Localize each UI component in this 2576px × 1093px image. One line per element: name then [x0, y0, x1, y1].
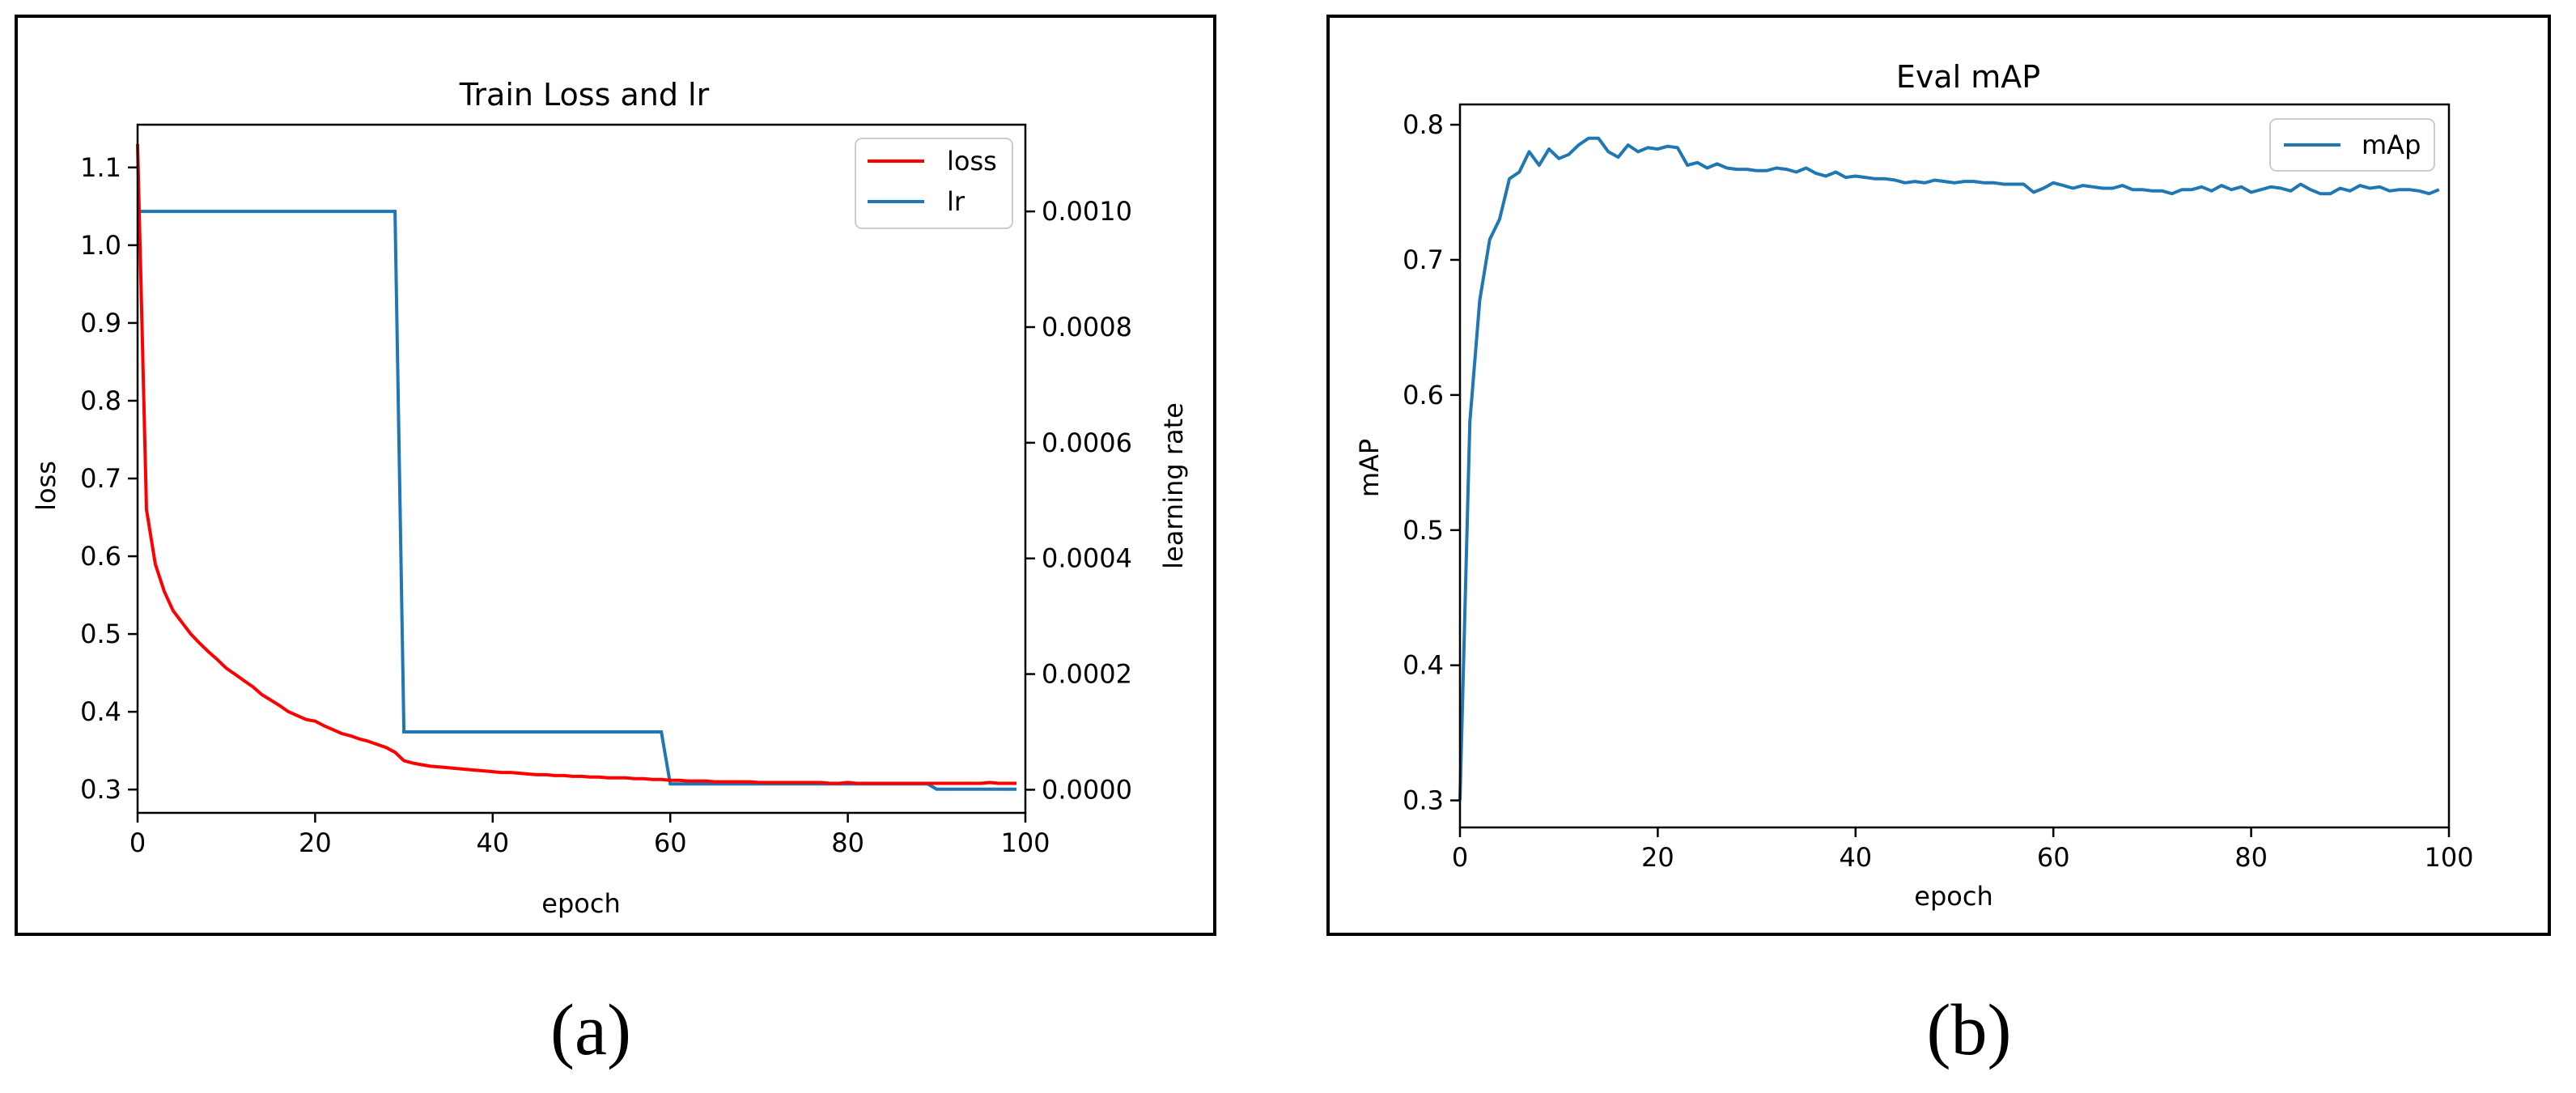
loss-line: [136, 143, 1016, 785]
chart-b-legend: mAp: [2269, 118, 2435, 172]
lr-series: [138, 210, 1016, 791]
map-series: [1458, 136, 2440, 801]
y-tick-label: 0.6: [1403, 380, 1444, 410]
right-y-tick-label: 0.0010: [1042, 196, 1132, 227]
chart-b-ylabel: mAP: [1354, 439, 1385, 497]
x-tick-label: 40: [1839, 842, 1872, 873]
lr-line: [138, 210, 1016, 791]
chart-a-ylabel: loss: [31, 461, 62, 511]
chart-a-ylabel-right: learning rate: [1158, 402, 1189, 569]
chart-eval-map: Eval mAP 0 20 40 60 80 100 0.3 0.4 0.5 0.6 0.7 0.8…: [1354, 59, 2474, 912]
x-tick-label: 20: [1641, 842, 1674, 873]
x-tick-label: 100: [2424, 842, 2473, 873]
chart-b-title: Eval mAP: [1896, 59, 2040, 95]
y-tick-label: 0.7: [80, 463, 121, 494]
chart-a-x-ticks: 0 20 40 60 80 100: [129, 813, 1050, 858]
chart-b-x-ticks: 0 20 40 60 80 100: [1452, 827, 2474, 873]
x-tick-label: 60: [2037, 842, 2070, 873]
chart-a-axes-box: [136, 123, 1027, 814]
y-tick-label: 0.5: [80, 619, 121, 649]
y-tick-label: 0.5: [1403, 515, 1444, 546]
y-tick-label: 0.7: [1403, 245, 1444, 275]
legend-lr-label: lr: [947, 186, 965, 217]
x-tick-label: 0: [1452, 842, 1468, 873]
right-y-tick-label: 0.0006: [1042, 427, 1132, 458]
chart-b-axes-box: [1458, 103, 2451, 829]
chart-a-legend: loss lr: [855, 138, 1013, 229]
x-tick-label: 0: [129, 827, 146, 858]
chart-b-y-ticks: 0.3 0.4 0.5 0.6 0.7 0.8: [1403, 109, 1460, 816]
panel-a-frame: [15, 15, 1216, 936]
caption-b: (b): [1927, 990, 2012, 1070]
y-tick-label: 0.6: [80, 541, 121, 572]
x-tick-label: 40: [476, 827, 509, 858]
caption-a: (a): [550, 990, 631, 1070]
chart-a-xlabel: epoch: [541, 888, 620, 919]
legend-loss-label: loss: [947, 146, 997, 176]
y-tick-label: 0.4: [1403, 650, 1444, 681]
x-tick-label: 80: [831, 827, 864, 858]
right-y-tick-label: 0.0002: [1042, 659, 1132, 690]
map-line: [1458, 136, 2440, 801]
x-tick-label: 100: [1000, 827, 1050, 858]
y-tick-label: 1.1: [80, 152, 121, 183]
y-tick-label: 0.3: [1403, 785, 1444, 816]
chart-b-legend-box: [2269, 118, 2435, 172]
y-tick-label: 0.4: [80, 696, 121, 727]
chart-a-title: Train Loss and lr: [459, 77, 710, 113]
right-y-tick-label: 0.0008: [1042, 312, 1132, 342]
y-tick-label: 1.0: [80, 230, 121, 261]
chart-train-loss-lr: Train Loss and lr 0 20 40 60 80 100 0.3 0.4 0.5…: [31, 77, 1189, 919]
y-tick-label: 0.9: [80, 308, 121, 338]
chart-a-right-y-ticks: 0.0000 0.0002 0.0004 0.0006 0.0008 0.0010: [1025, 196, 1132, 805]
y-tick-label: 0.3: [80, 774, 121, 805]
loss-series: [136, 143, 1016, 785]
chart-b-xlabel: epoch: [1914, 881, 1992, 912]
right-y-tick-label: 0.0000: [1042, 774, 1132, 805]
y-tick-label: 0.8: [80, 385, 121, 416]
chart-a-y-ticks: 0.3 0.4 0.5 0.6 0.7 0.8 0.9 1.0 1.1: [80, 152, 138, 805]
legend-map-label: mAp: [2362, 130, 2421, 160]
right-y-tick-label: 0.0004: [1042, 543, 1132, 574]
x-tick-label: 20: [299, 827, 332, 858]
y-tick-label: 0.8: [1403, 109, 1444, 140]
x-tick-label: 60: [654, 827, 687, 858]
x-tick-label: 80: [2234, 842, 2268, 873]
